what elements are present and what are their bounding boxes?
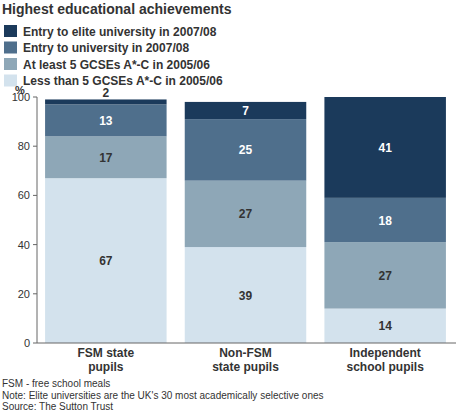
y-tick-label: 60	[18, 189, 30, 201]
data-label: 27	[239, 207, 253, 221]
x-tick-label-line: pupils	[88, 360, 124, 374]
legend-swatch	[4, 25, 17, 37]
y-tick	[33, 97, 37, 98]
y-tick	[33, 343, 37, 344]
x-tick-label-line: state pupils	[212, 360, 279, 374]
y-tick-label: 100	[12, 91, 30, 103]
data-label: 17	[99, 151, 113, 165]
legend-label: Entry to university in 2007/08	[23, 41, 189, 55]
legend-label: Entry to elite university in 2007/08	[23, 25, 217, 39]
x-tick-label: Non-FSMstate pupils	[212, 346, 279, 374]
x-axis-line	[37, 343, 456, 344]
y-tick-label: 0	[24, 337, 30, 349]
data-label: 18	[378, 214, 392, 228]
y-tick-label: 20	[18, 288, 30, 300]
bar-segment	[185, 247, 307, 343]
data-label: 67	[99, 254, 113, 268]
annotation: Source: The Sutton Trust	[2, 401, 113, 412]
data-label: 27	[378, 269, 392, 283]
x-tick-label-line: FSM state	[77, 346, 134, 360]
bar-segment	[45, 136, 167, 178]
legend-label: At least 5 GCSEs A*-C in 2005/06	[23, 58, 210, 72]
y-tick	[33, 244, 37, 245]
bar-segment	[324, 198, 446, 242]
y-tick	[33, 146, 37, 147]
annotation: FSM - free school meals	[2, 378, 110, 389]
data-label: 39	[239, 289, 253, 303]
y-axis: 0 20 40 60 80 100	[12, 91, 37, 349]
legend-swatch	[4, 42, 17, 54]
data-label: 13	[99, 114, 113, 128]
legend-label: Less than 5 GCSEs A*-C in 2005/06	[23, 74, 223, 88]
page: {"chart_data": {"type": "bar", "title": …	[0, 0, 464, 413]
y-tick-label: 40	[18, 239, 30, 251]
data-label: 2	[102, 86, 109, 100]
data-label: 41	[378, 141, 392, 155]
data-label: 7	[242, 104, 249, 118]
bar-segment	[45, 178, 167, 343]
bar-segment	[324, 97, 446, 198]
x-tick-label-line: school pupils	[346, 360, 424, 374]
annotation: Note: Elite universities are the UK's 30…	[2, 390, 324, 401]
y-axis-line	[37, 97, 38, 343]
y-tick	[33, 293, 37, 294]
bars	[45, 97, 446, 343]
y-tick-label: 80	[18, 140, 30, 152]
chart: Highest educational achievements Entry to…	[0, 0, 464, 413]
bar-segment	[324, 309, 446, 343]
x-tick-label: FSM statepupils	[77, 346, 134, 374]
bar-segment	[185, 119, 307, 181]
bar-segment	[185, 102, 307, 119]
data-labels: 67 17 13 2 39 27 25 7 14 27 18 41	[99, 86, 392, 333]
legend-swatch	[4, 58, 17, 70]
x-tick-label-line: Independent	[349, 346, 420, 360]
title: Highest educational achievements	[2, 1, 232, 17]
data-label: 14	[378, 319, 392, 333]
data-label: 25	[239, 143, 253, 157]
x-tick-label-line: Non-FSM	[219, 346, 272, 360]
bar-segment	[45, 104, 167, 136]
x-tick-label: Independentschool pupils	[346, 346, 424, 374]
bar-segment	[185, 181, 307, 247]
bar-segment	[324, 242, 446, 308]
legend: Entry to elite university in 2007/08 Entr…	[4, 25, 223, 89]
y-tick	[33, 195, 37, 196]
